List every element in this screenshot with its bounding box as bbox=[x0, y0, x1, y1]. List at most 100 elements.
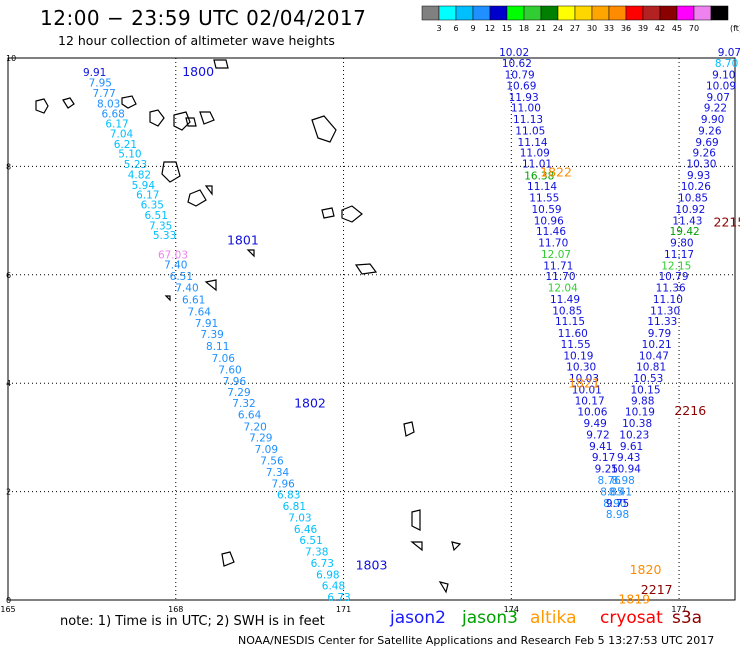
swh-data-label: 9.43 bbox=[617, 452, 640, 464]
swh-data-label: 10.92 bbox=[675, 204, 705, 216]
swh-data-label: 8.98 bbox=[606, 509, 629, 521]
swh-data-label: 9.10 bbox=[712, 70, 735, 82]
island-outline bbox=[185, 117, 197, 127]
swh-data-label: 5.10 bbox=[118, 149, 141, 161]
swh-data-label: 9.80 bbox=[670, 238, 693, 250]
color-scale-label: 24 bbox=[553, 24, 563, 33]
island-outline bbox=[341, 205, 363, 223]
swh-data-label: 8.41 bbox=[609, 486, 632, 498]
swh-data-label: 11.17 bbox=[664, 249, 694, 261]
swh-data-label: 6.73 bbox=[327, 592, 350, 604]
island-outline bbox=[199, 111, 215, 125]
legend-cryosat: cryosat bbox=[600, 608, 663, 628]
x-tick-label: 165 bbox=[0, 605, 15, 614]
swh-data-label: 11.10 bbox=[653, 294, 683, 306]
swh-data-label: 11.60 bbox=[558, 328, 588, 340]
swh-data-label: 8.90 bbox=[603, 498, 626, 510]
swh-data-label: 6.17 bbox=[105, 118, 128, 130]
swh-data-label: 7.34 bbox=[266, 467, 290, 479]
swh-data-label: 7.09 bbox=[255, 444, 278, 456]
swh-data-label: 9.61 bbox=[620, 441, 643, 453]
swh-data-label: 7.96 bbox=[271, 478, 295, 490]
swh-data-label: 10.02 bbox=[499, 47, 529, 59]
swh-data-label: 11.01 bbox=[522, 158, 552, 170]
swh-data-label: 9.26 bbox=[698, 125, 722, 137]
y-tick-label: 4 bbox=[6, 379, 11, 388]
island-outline bbox=[451, 541, 462, 552]
swh-data-label: 10.85 bbox=[552, 305, 582, 317]
color-scale-swatch bbox=[421, 5, 440, 21]
x-tick-label: 177 bbox=[671, 605, 686, 614]
color-scale-swatch bbox=[659, 5, 678, 21]
swh-data-label: 11.46 bbox=[536, 226, 566, 238]
swh-data-label: 10.15 bbox=[630, 384, 660, 396]
credit-text: NOAA/NESDIS Center for Satellite Applica… bbox=[238, 634, 715, 647]
swh-data-label: 10.09 bbox=[706, 80, 736, 92]
swh-data-label: 8.70 bbox=[715, 58, 738, 70]
color-scale-swatch bbox=[591, 5, 610, 21]
time-label: 1820 bbox=[630, 562, 662, 577]
swh-data-label: 7.40 bbox=[175, 283, 198, 295]
swh-data-label: 7.32 bbox=[232, 398, 255, 410]
island-outline bbox=[187, 189, 207, 207]
color-scale-label: 9 bbox=[470, 24, 475, 33]
swh-data-label: 7.29 bbox=[249, 433, 272, 445]
island-outline bbox=[354, 263, 378, 275]
color-scale-label: 42 bbox=[655, 24, 665, 33]
color-scale-swatch bbox=[693, 5, 712, 21]
color-scale-label: 36 bbox=[621, 24, 631, 33]
swh-data-label: 9.26 bbox=[693, 148, 717, 160]
legend-s3a: s3a bbox=[672, 608, 703, 628]
swh-data-label: 7.64 bbox=[188, 306, 212, 318]
swh-data-label: 6.17 bbox=[136, 189, 159, 201]
color-scale-label: 33 bbox=[604, 24, 614, 33]
legend-jason2: jason2 bbox=[390, 608, 446, 628]
color-scale-swatch bbox=[455, 5, 474, 21]
swh-data-label: 12.07 bbox=[541, 249, 571, 261]
color-scale-label: 30 bbox=[587, 24, 597, 33]
swh-data-label: 7.77 bbox=[92, 88, 115, 100]
color-scale-label: 6 bbox=[453, 24, 458, 33]
swh-data-label: 6.81 bbox=[283, 501, 306, 513]
swh-data-label: 12.04 bbox=[548, 283, 578, 295]
swh-data-label: 9.93 bbox=[687, 170, 710, 182]
swh-data-label: 11.43 bbox=[672, 215, 702, 227]
swh-data-label: 8.03 bbox=[97, 98, 120, 110]
swh-data-label: 10.21 bbox=[642, 339, 672, 351]
swh-data-label: 10.17 bbox=[575, 395, 605, 407]
island-outline bbox=[149, 109, 165, 127]
swh-data-label: 11.05 bbox=[515, 125, 545, 137]
swh-data-label: 8.85 bbox=[600, 486, 623, 498]
color-scale-swatch bbox=[489, 5, 508, 21]
swh-data-label: 9.41 bbox=[589, 441, 612, 453]
swh-data-label: 11.70 bbox=[538, 238, 568, 250]
swh-data-label: 7.38 bbox=[305, 547, 328, 559]
y-tick-label: 0 bbox=[6, 596, 11, 605]
swh-data-label: 7.20 bbox=[243, 421, 266, 433]
island-outline bbox=[62, 97, 75, 109]
chart-title: 12:00 − 23:59 UTC 02/04/2017 bbox=[40, 6, 367, 30]
color-scale-swatch bbox=[625, 5, 644, 21]
swh-data-label: 10.47 bbox=[639, 350, 669, 362]
color-scale-label: 3 bbox=[436, 24, 441, 33]
swh-data-label: 5.23 bbox=[124, 159, 147, 171]
time-label: 1801 bbox=[227, 232, 259, 247]
color-scale-swatch bbox=[472, 5, 491, 21]
island-outline bbox=[311, 115, 337, 143]
swh-data-label: 10.26 bbox=[681, 181, 711, 193]
swh-data-label: 9.88 bbox=[631, 395, 654, 407]
island-outline bbox=[161, 161, 181, 183]
swh-data-label: 8.76 bbox=[597, 475, 621, 487]
swh-data-label: 6.83 bbox=[277, 490, 300, 502]
island-outline bbox=[438, 581, 449, 594]
swh-data-label: 10.19 bbox=[625, 407, 655, 419]
swh-data-label: 9.17 bbox=[592, 452, 615, 464]
swh-data-label: 16.38 bbox=[524, 170, 554, 182]
swh-data-label: 7.04 bbox=[110, 129, 134, 141]
time-label: 1802 bbox=[294, 396, 326, 411]
island-outline bbox=[164, 295, 171, 302]
swh-data-label: 7.91 bbox=[195, 318, 218, 330]
color-scale-label: 45 bbox=[672, 24, 682, 33]
swh-data-label: 7.96 bbox=[223, 376, 247, 388]
